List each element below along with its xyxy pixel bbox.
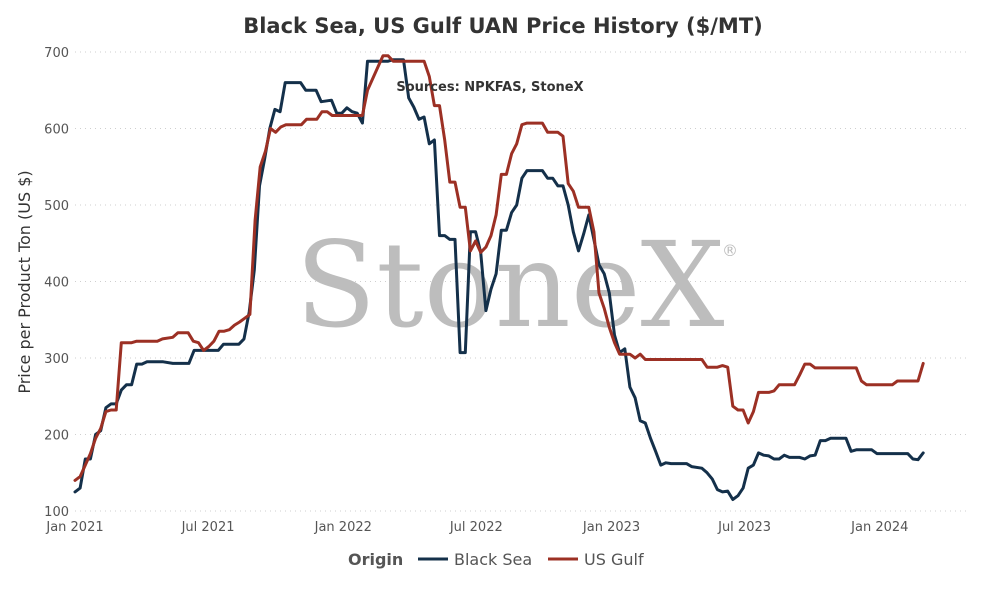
x-tick-label: Jul 2021 [181, 520, 235, 535]
series-line-black-sea [73, 58, 925, 501]
chart-subtitle: Sources: NPKFAS, StoneX [396, 80, 583, 95]
y-tick-label: 400 [44, 276, 69, 291]
legend-title: Origin [348, 550, 403, 569]
series-lines [73, 54, 925, 501]
chart-title: Black Sea, US Gulf UAN Price History ($/… [243, 14, 763, 38]
x-tick-label: Jul 2023 [717, 520, 771, 535]
x-tick-label: Jul 2022 [449, 520, 503, 535]
legend: Origin Black Sea US Gulf [348, 550, 644, 569]
y-tick-label: 500 [44, 199, 69, 214]
x-tick-label: Jan 2023 [582, 520, 640, 535]
x-tick-label: Jan 2024 [850, 520, 908, 535]
watermark: StoneX ® [295, 216, 738, 354]
watermark-text: StoneX [295, 216, 724, 354]
x-tick-label: Jan 2022 [314, 520, 372, 535]
legend-label-black-sea: Black Sea [454, 550, 532, 569]
legend-label-us-gulf: US Gulf [584, 550, 644, 569]
series-line-us-gulf [73, 54, 925, 482]
x-axis-ticks: Jan 2021 Jul 2021 Jan 2022 Jul 2022 Jan 2023… [45, 520, 908, 535]
y-tick-label: 600 [44, 123, 69, 138]
y-tick-label: 100 [44, 505, 69, 520]
y-axis-ticks: 100 200 300 400 500 600 700 [44, 46, 69, 520]
watermark-registered-mark: ® [722, 241, 738, 260]
y-tick-label: 700 [44, 46, 69, 61]
y-tick-label: 200 [44, 429, 69, 444]
y-tick-label: 300 [44, 352, 69, 367]
x-tick-label: Jan 2021 [45, 520, 103, 535]
y-axis-label: Price per Product Ton (US $) [15, 170, 34, 393]
